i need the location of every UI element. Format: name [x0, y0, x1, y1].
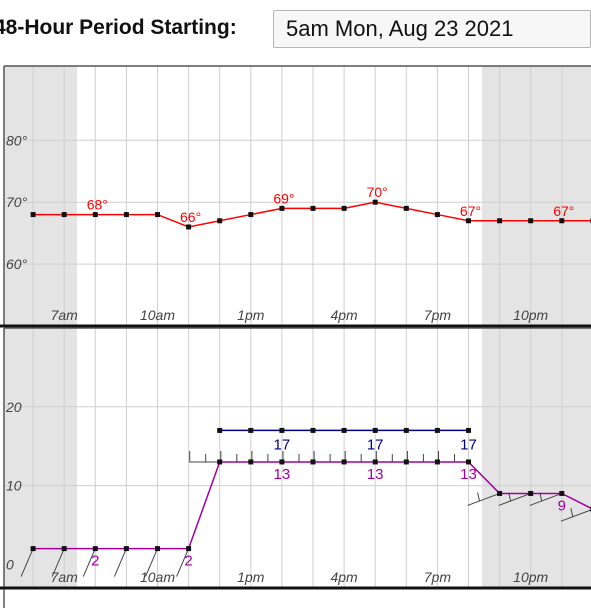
wind-data-label: 13	[460, 466, 477, 483]
gust-point	[248, 427, 254, 433]
y-tick-label: 0	[6, 556, 14, 572]
temperature-panel: 80° 70° 60° 7am 10am 1pm 4pm 7pm 10pm 68° 66° 69° 70…	[0, 65, 591, 328]
wind-point	[155, 546, 160, 552]
wind-point	[92, 546, 98, 552]
wind-point	[497, 490, 503, 496]
temperature-point	[186, 224, 192, 230]
wind-barb	[145, 548, 158, 577]
temperature-point	[466, 218, 471, 224]
wind-point	[186, 546, 192, 552]
x-tick-label: 10am	[140, 307, 175, 323]
gust-point	[372, 427, 378, 433]
wind-point	[30, 546, 36, 552]
temperature-point	[341, 205, 347, 211]
temperature-point	[559, 218, 565, 224]
x-tick-label: 4pm	[330, 307, 358, 323]
wind-point	[403, 459, 409, 465]
gust-point	[279, 427, 285, 433]
wind-barb	[467, 492, 500, 506]
wind-point	[123, 546, 129, 552]
night-shade	[4, 66, 77, 326]
wind-point	[248, 459, 254, 465]
temperature-data-label: 69°	[273, 190, 294, 206]
temperature-data-label: 66°	[180, 209, 201, 225]
temperature-point	[434, 212, 440, 218]
temperature-data-label: 67°	[460, 203, 481, 219]
gust-point	[217, 427, 223, 433]
temperature-point	[310, 205, 316, 211]
x-tick-label: 4pm	[330, 569, 358, 585]
x-tick-label: 7am	[51, 569, 79, 585]
temperature-point	[372, 199, 378, 205]
period-label: 48-Hour Period Starting:	[0, 16, 237, 39]
temperature-point	[403, 205, 409, 211]
x-tick-label: 1pm	[237, 307, 265, 323]
gust-data-label: 17	[460, 436, 477, 453]
x-tick-label: 10pm	[513, 307, 548, 323]
wind-barb	[82, 548, 96, 577]
wind-point	[372, 459, 378, 465]
temperature-point	[217, 218, 223, 224]
x-tick-label: 7am	[51, 307, 79, 323]
temperature-point	[279, 205, 285, 211]
gust-point	[434, 427, 440, 433]
x-tick-label: 10pm	[513, 569, 548, 585]
wind-panel: 20 10 0 7am 10am 1pm 4pm 7pm 10pm 17 17 17 2 2 13 13 13 9	[0, 327, 591, 608]
temperature-data-label: 70°	[367, 184, 388, 200]
night-shade	[482, 66, 591, 326]
y-tick-label: 60°	[6, 256, 28, 272]
x-tick-label: 7pm	[424, 569, 452, 585]
temperature-data-label: 67°	[553, 203, 574, 219]
y-tick-label: 70°	[6, 194, 28, 210]
gust-point	[403, 427, 409, 433]
night-shade	[4, 328, 77, 588]
period-header: 48-Hour Period Starting: 5am Mon, Aug 23…	[0, 0, 591, 58]
wind-data-label: 2	[91, 553, 99, 570]
temperature-data-label: 68°	[87, 197, 108, 213]
temperature-point	[497, 218, 503, 224]
wind-data-label: 13	[367, 466, 384, 483]
gust-data-label: 17	[274, 436, 291, 453]
x-tick-label: 10am	[140, 569, 175, 585]
wind-point	[466, 459, 471, 465]
period-start-select[interactable]: 5am Mon, Aug 23 2021	[273, 10, 591, 48]
temperature-point	[92, 212, 98, 218]
gust-data-label: 17	[367, 436, 384, 453]
wind-data-label: 2	[184, 553, 192, 570]
x-tick-label: 7pm	[424, 307, 452, 323]
wind-data-label: 13	[274, 466, 291, 483]
wind-point	[61, 546, 67, 552]
temperature-point	[248, 212, 254, 218]
temperature-point	[123, 212, 129, 218]
forecast-charts: 80° 70° 60° 7am 10am 1pm 4pm 7pm 10pm 68° 66° 69° 70…	[0, 65, 591, 608]
gust-point	[341, 427, 347, 433]
wind-barb	[189, 450, 220, 463]
y-tick-label: 80°	[6, 132, 28, 148]
wind-point	[310, 459, 316, 465]
wind-data-label: 9	[558, 497, 566, 514]
temperature-point	[528, 218, 534, 224]
temperature-point	[155, 212, 160, 218]
wind-point	[217, 459, 223, 465]
temperature-point	[61, 212, 67, 218]
wind-barb	[560, 508, 591, 522]
wind-point	[528, 490, 534, 496]
y-tick-label: 10	[6, 478, 22, 494]
gust-point	[466, 427, 471, 433]
gust-point	[310, 427, 316, 433]
wind-point	[434, 459, 440, 465]
wind-barb	[176, 548, 190, 577]
wind-point	[559, 490, 565, 496]
y-tick-label: 20	[5, 399, 22, 415]
x-tick-label: 1pm	[237, 569, 265, 585]
night-shade	[482, 328, 591, 588]
wind-barb	[51, 548, 65, 577]
wind-barb	[113, 548, 127, 577]
wind-point	[279, 459, 285, 465]
temperature-point	[30, 212, 36, 218]
wind-barb	[20, 548, 34, 577]
wind-point	[341, 459, 347, 465]
